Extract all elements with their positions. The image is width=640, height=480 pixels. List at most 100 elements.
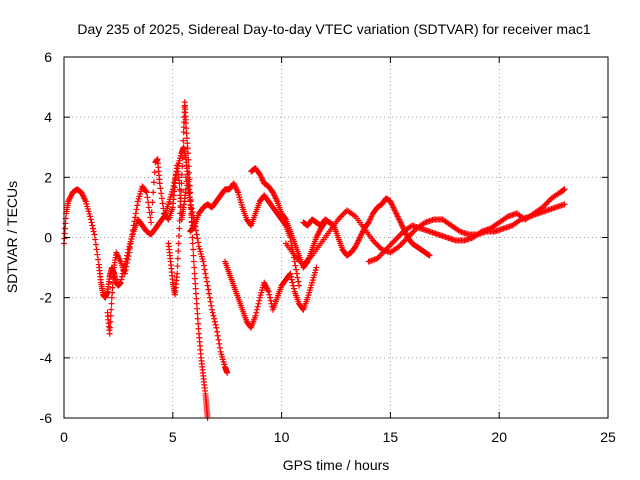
data-point: [201, 266, 208, 273]
data-point: [110, 269, 117, 276]
y-tick-label: -4: [40, 350, 53, 366]
y-tick-label: -6: [40, 410, 53, 426]
y-tick-label: -2: [40, 290, 53, 306]
data-point: [208, 306, 215, 313]
data-point: [255, 300, 262, 307]
data-point: [190, 252, 197, 259]
data-point: [87, 213, 94, 220]
data-point: [108, 300, 115, 307]
data-point: [124, 256, 131, 263]
data-point: [266, 291, 273, 298]
data-point: [108, 294, 115, 301]
data-point: [189, 240, 196, 247]
data-point: [183, 135, 190, 142]
data-point: [185, 163, 192, 170]
data-point: [195, 320, 202, 327]
data-point: [183, 178, 190, 185]
data-point: [426, 252, 433, 259]
data-point: [188, 205, 195, 212]
series-track-h: [300, 195, 433, 259]
data-point: [211, 318, 218, 325]
series-track-b: [104, 156, 189, 337]
data-point: [144, 194, 151, 201]
data-point: [127, 240, 134, 247]
data-point: [109, 284, 116, 291]
data-point: [179, 154, 186, 161]
data-point: [208, 302, 215, 309]
data-point: [191, 270, 198, 277]
data-point: [184, 140, 191, 147]
data-point: [134, 202, 141, 209]
data-point: [148, 209, 155, 216]
data-point: [142, 188, 149, 195]
data-point: [180, 129, 187, 136]
data-point: [131, 218, 138, 225]
data-point: [175, 240, 182, 247]
data-point: [127, 245, 134, 252]
data-point: [160, 205, 167, 212]
data-point: [177, 195, 184, 202]
data-point: [175, 248, 182, 255]
data-point: [200, 258, 207, 265]
data-point: [147, 214, 154, 221]
data-point: [191, 264, 198, 271]
data-point: [129, 226, 136, 233]
data-point: [282, 215, 289, 222]
data-point: [106, 330, 113, 337]
data-point: [179, 163, 186, 170]
data-point: [206, 290, 213, 297]
data-point: [267, 297, 274, 304]
data-point: [203, 274, 210, 281]
data-point: [149, 199, 156, 206]
data-point: [184, 182, 191, 189]
data-point: [192, 280, 199, 287]
data-point: [561, 201, 568, 208]
data-point: [290, 282, 297, 289]
data-point: [187, 201, 194, 208]
data-point: [158, 190, 165, 197]
data-point: [132, 214, 139, 221]
data-point: [177, 210, 184, 217]
data-point: [122, 267, 129, 274]
series-track-j: [365, 186, 568, 265]
data-point: [289, 279, 296, 286]
data-point: [156, 180, 163, 187]
data-point: [204, 282, 211, 289]
data-point: [193, 231, 200, 238]
data-point: [253, 309, 260, 316]
x-tick-label: 20: [491, 429, 507, 445]
data-point: [90, 225, 97, 232]
x-tick-label: 25: [600, 429, 616, 445]
data-point: [91, 231, 98, 238]
data-point: [205, 286, 212, 293]
data-point: [193, 295, 200, 302]
data-point: [295, 278, 302, 285]
data-point: [296, 282, 303, 289]
data-point: [190, 223, 197, 230]
axis-ticks: 0 5 10 15 20 25 -6 -4 -2 0 2 4 6: [40, 49, 616, 445]
data-point: [184, 145, 191, 152]
y-tick-label: 2: [44, 169, 52, 185]
data-point: [125, 253, 132, 260]
data-point: [224, 369, 231, 376]
data-point: [180, 137, 187, 144]
data-point: [189, 234, 196, 241]
data-point: [95, 256, 102, 263]
series-track-g: [248, 165, 329, 271]
data-point: [110, 274, 117, 281]
data-point: [253, 306, 260, 313]
data-point: [177, 202, 184, 209]
data-point: [206, 294, 213, 301]
data-point: [288, 273, 295, 280]
data-point: [157, 185, 164, 192]
data-point: [117, 279, 124, 286]
data-point: [186, 169, 193, 176]
data-point: [190, 246, 197, 253]
x-tick-label: 0: [60, 429, 68, 445]
data-point: [177, 192, 184, 199]
data-point: [190, 212, 197, 219]
y-tick-label: 4: [44, 109, 52, 125]
data-point: [87, 216, 94, 223]
data-point: [174, 270, 181, 277]
